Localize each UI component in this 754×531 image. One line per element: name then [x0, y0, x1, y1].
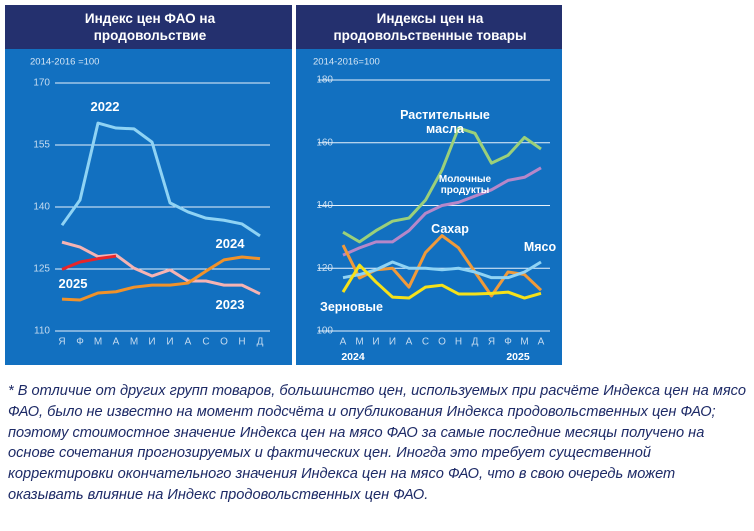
series-label: 2022 [90, 99, 120, 114]
x-tick-label: И [166, 337, 173, 348]
series-line [342, 166, 542, 257]
x-tick-label: Н [455, 337, 462, 348]
y-tick-label: 170 [33, 78, 50, 89]
panel-header [5, 5, 292, 49]
x-tick-label: А [113, 337, 120, 348]
x-tick-label: Я [488, 337, 495, 348]
series-label: 2024 [215, 236, 245, 251]
x-tick-label: О [438, 337, 446, 348]
x-tick-label: А [185, 337, 192, 348]
x-tick-label: А [406, 337, 413, 348]
subtitle: 2014-2016=100 [313, 57, 380, 68]
series-label: Растительные масла [400, 108, 490, 136]
x-tick-label: Я [58, 337, 65, 348]
series-label: Сахар [431, 222, 469, 236]
year-label: 2025 [506, 351, 530, 363]
y-tick-label: 110 [34, 326, 50, 337]
series-label: Зерновые [320, 300, 383, 314]
x-tick-label: Д [472, 337, 479, 348]
panel [5, 5, 292, 365]
x-tick-label: Ф [504, 337, 512, 348]
series-line [341, 263, 542, 300]
x-tick-label: М [520, 337, 528, 348]
x-tick-label: И [372, 337, 379, 348]
x-tick-label: И [389, 337, 396, 348]
panel [296, 5, 562, 365]
x-tick-label: Н [238, 337, 245, 348]
series-label: Мясо [523, 240, 557, 254]
x-tick-label: С [422, 337, 429, 348]
x-tick-label: С [202, 337, 209, 348]
panel-header [296, 5, 562, 49]
x-tick-label: М [355, 337, 363, 348]
x-tick-label: О [220, 337, 228, 348]
series-line [342, 126, 542, 244]
series-line [60, 121, 261, 238]
subtitle: 2014-2016 =100 [30, 57, 99, 68]
footnote: * В отличие от других групп товаров, бол… [8, 383, 747, 503]
x-tick-label: И [148, 337, 155, 348]
x-tick-label: Д [257, 337, 264, 348]
x-tick-label: Ф [76, 337, 84, 348]
series-label: Молочные продукты [438, 174, 492, 196]
year-label: 2024 [341, 351, 365, 363]
series-line [61, 240, 261, 296]
series-line [342, 260, 542, 280]
x-tick-label: А [538, 337, 545, 348]
y-tick-label: 140 [33, 202, 50, 213]
series-label: 2023 [215, 297, 245, 312]
series-line [61, 255, 261, 302]
series-line [61, 254, 117, 271]
y-tick-label: 155 [33, 140, 50, 151]
x-tick-label: М [94, 337, 102, 348]
x-tick-label: М [130, 337, 138, 348]
x-tick-label: А [340, 337, 347, 348]
series-label: 2025 [58, 276, 88, 291]
y-tick-label: 125 [33, 264, 50, 275]
chart-title: Индексы цен на продовольственные товары [333, 11, 527, 43]
chart-title: Индекс цен ФАО на продовольствие [84, 11, 216, 43]
